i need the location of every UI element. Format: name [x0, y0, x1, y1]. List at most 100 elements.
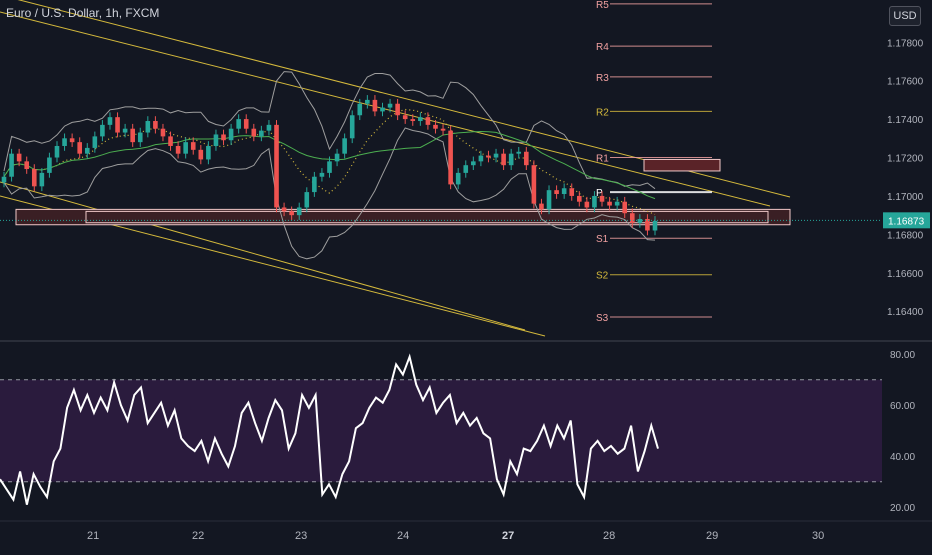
- parabolic-dots: [3, 108, 656, 215]
- candle-body: [448, 130, 453, 185]
- rsi-tick-label: 20.00: [890, 503, 915, 514]
- candle-body: [501, 153, 506, 166]
- candle-body: [327, 161, 332, 173]
- channel-line: [0, 11, 771, 207]
- candle-body: [69, 138, 75, 143]
- time-tick-label: 30: [812, 530, 824, 542]
- candle-body: [637, 218, 643, 223]
- support-zone-inner: [85, 210, 769, 224]
- rsi-line: [0, 353, 659, 505]
- candle-body: [115, 117, 120, 133]
- pivot-label-s1: S1: [596, 234, 609, 245]
- candle-body: [107, 117, 113, 125]
- candle-body: [531, 165, 537, 204]
- candle-body: [183, 142, 188, 154]
- candle-body: [334, 153, 340, 162]
- candle-body: [508, 153, 514, 166]
- currency-button[interactable]: USD: [889, 6, 921, 26]
- candle-body: [471, 161, 476, 166]
- candle-body: [296, 207, 302, 216]
- price-tick-label: 1.16400: [887, 307, 924, 318]
- resistance-box: [643, 158, 721, 172]
- candle-body: [153, 121, 158, 129]
- candle-body: [274, 124, 279, 208]
- candle-body: [312, 176, 317, 193]
- candle-body: [77, 142, 82, 154]
- candle-body: [62, 138, 67, 146]
- support-zone: [15, 208, 791, 226]
- pivot-label-r1: R1: [596, 154, 609, 165]
- pivot-label-r2: R2: [596, 107, 609, 118]
- candle-body: [304, 192, 310, 208]
- pivot-label-s2: S2: [596, 271, 609, 282]
- price-tick-label: 1.16800: [887, 230, 924, 241]
- candle-body: [100, 124, 105, 137]
- candle-body: [622, 201, 628, 214]
- channel-line: [0, 181, 526, 331]
- candle-body: [24, 161, 30, 170]
- bollinger-lower: [3, 127, 656, 260]
- time-tick-label: 21: [87, 530, 99, 542]
- price-tick-label: 1.17400: [887, 115, 924, 126]
- candle-body: [614, 201, 620, 206]
- candle-body: [137, 132, 143, 143]
- candle-body: [584, 201, 590, 208]
- time-tick-label: 29: [706, 530, 718, 542]
- candle-body: [319, 172, 325, 177]
- candle-body: [395, 103, 400, 116]
- candle-body: [645, 218, 650, 231]
- price-tick-label: 1.16600: [887, 269, 924, 280]
- candle-body: [554, 190, 559, 195]
- price-tick-label: 1.17000: [887, 192, 924, 203]
- candle-body: [440, 128, 446, 131]
- candle-body: [92, 136, 98, 148]
- candle-body: [160, 128, 166, 137]
- candle-body: [652, 220, 658, 231]
- candle-body: [221, 134, 226, 141]
- rsi-tick-label: 40.00: [890, 452, 915, 463]
- time-tick-label: 24: [397, 530, 409, 542]
- candle-body: [569, 188, 575, 196]
- candle-body: [410, 119, 416, 122]
- candle-body: [236, 119, 241, 129]
- candle-body: [349, 115, 355, 139]
- candle-body: [198, 149, 204, 160]
- time-tick-label: 28: [603, 530, 615, 542]
- rsi-tick-label: 60.00: [890, 401, 915, 412]
- rsi-band: [0, 379, 882, 482]
- candle-body: [168, 136, 173, 146]
- time-tick-label: 23: [295, 530, 307, 542]
- candle-body: [47, 157, 52, 173]
- price-tick-label: 1.17200: [887, 154, 924, 165]
- candle-body: [122, 128, 128, 133]
- candle-body: [516, 151, 522, 154]
- candle-body: [629, 213, 635, 223]
- candle-body: [259, 130, 264, 137]
- candle-body: [145, 121, 151, 133]
- pivot-label-s3: S3: [596, 313, 609, 324]
- candle-body: [130, 128, 135, 143]
- candle-body: [39, 172, 45, 187]
- candle-body: [486, 155, 491, 158]
- pivot-label-r5: R5: [596, 0, 609, 11]
- pivot-label-r4: R4: [596, 42, 609, 53]
- candle-body: [546, 190, 552, 210]
- time-tick-label: 27: [502, 530, 514, 542]
- chart-title: Euro / U.S. Dollar, 1h, FXCM: [6, 6, 160, 20]
- candle-body: [357, 103, 363, 116]
- candle-body: [539, 203, 544, 210]
- candle-body: [342, 138, 347, 154]
- candle-body: [561, 188, 567, 195]
- candle-body: [84, 147, 90, 154]
- candle-body: [599, 195, 605, 202]
- candle-body: [592, 195, 597, 208]
- candle-body: [243, 119, 249, 129]
- candle-body: [9, 153, 14, 177]
- last-price-label: 1.16873: [888, 216, 925, 227]
- price-tick-label: 1.17800: [887, 38, 924, 49]
- candle-body: [251, 128, 257, 137]
- time-tick-label: 22: [192, 530, 204, 542]
- candle-body: [1, 176, 7, 183]
- candle-body: [266, 124, 272, 131]
